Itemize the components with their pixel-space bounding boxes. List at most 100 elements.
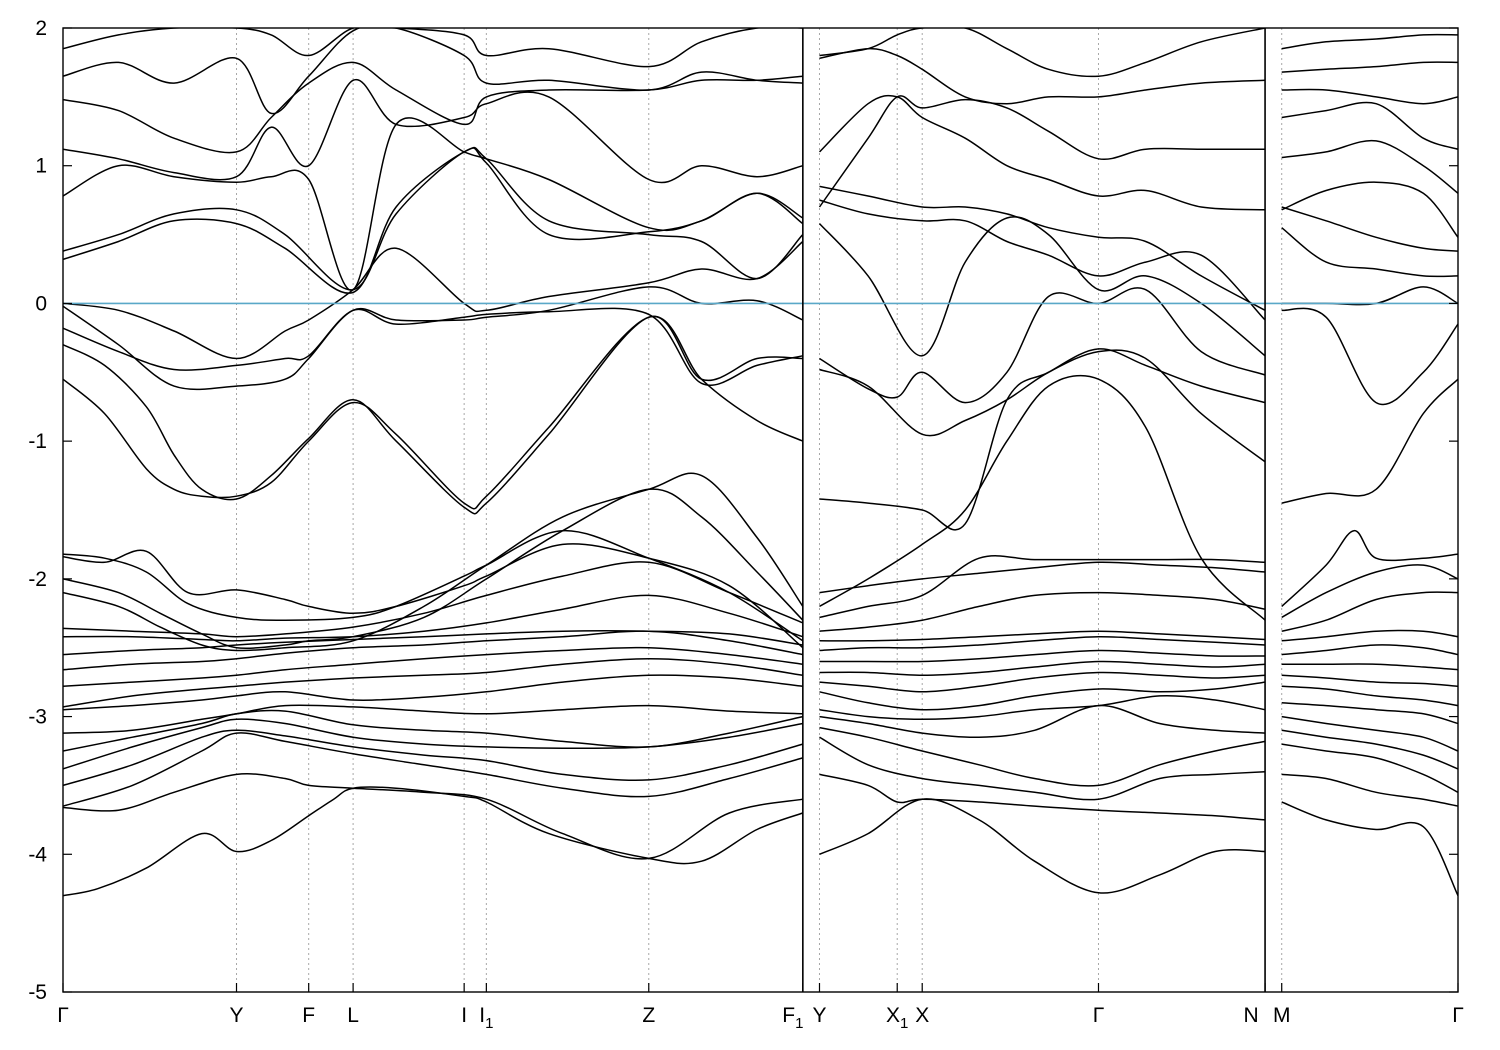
band-line-67: [1281, 591, 1458, 632]
band-line-63: [1281, 674, 1458, 688]
x-tick-label-13: M: [1273, 1004, 1291, 1027]
band-line-50: [819, 199, 1266, 321]
band-line-72: [1281, 286, 1458, 306]
x-tick-label-5: I1: [479, 1004, 493, 1032]
y-tick-label-6: -4: [28, 843, 47, 866]
symmetry-lines: [236, 28, 1283, 992]
band-line-31: [819, 773, 1266, 821]
band-line-34: [819, 704, 1266, 739]
band-line-44: [819, 555, 1266, 619]
x-tick-label-4: I: [461, 1004, 467, 1027]
band-line-61: [1281, 702, 1458, 725]
band-line-62: [1281, 685, 1458, 707]
x-tick-label-9: X1: [886, 1004, 908, 1032]
band-line-20: [63, 307, 803, 386]
band-line-76: [1281, 139, 1458, 194]
band-line-65: [1281, 644, 1458, 656]
band-line-28: [63, 28, 803, 115]
band-line-54: [819, 47, 1266, 105]
band-line-47: [819, 349, 1266, 463]
band-line-77: [1281, 101, 1458, 150]
band-line-4: [63, 718, 803, 770]
band-line-64: [1281, 663, 1458, 671]
band-line-11: [63, 630, 803, 656]
band-line-14: [63, 472, 804, 652]
x-tick-label-14: Γ: [1452, 1004, 1464, 1027]
band-line-75: [1281, 181, 1458, 238]
band-line-45: [819, 374, 1266, 621]
band-line-37: [819, 671, 1266, 693]
band-line-73: [1281, 227, 1458, 278]
band-line-40: [819, 635, 1266, 652]
band-line-68: [1281, 564, 1458, 619]
band-line-25: [63, 117, 804, 291]
x-tick-label-2: F: [302, 1004, 315, 1027]
band-line-6: [63, 704, 803, 734]
band-line-27: [63, 61, 803, 154]
band-line-32: [819, 736, 1266, 801]
path-breaks: [802, 28, 1266, 992]
band-line-2: [63, 732, 804, 807]
band-line-57: [1281, 773, 1458, 807]
band-line-9: [63, 646, 803, 688]
band-line-15: [63, 488, 804, 649]
band-line-55: [819, 28, 1266, 78]
band-line-23: [63, 146, 804, 294]
band-line-33: [819, 726, 1266, 787]
x-tick-label-3: L: [347, 1004, 359, 1027]
band-line-66: [1281, 629, 1458, 642]
band-line-26: [63, 78, 803, 184]
y-tick-label-5: -3: [28, 706, 47, 729]
x-tick-label-10: X: [915, 1004, 929, 1027]
band-line-5: [63, 709, 803, 752]
band-line-69: [1281, 529, 1458, 607]
band-line-22: [63, 240, 804, 360]
band-line-59: [1281, 729, 1458, 770]
band-line-48: [819, 287, 1266, 404]
band-line-18: [63, 315, 804, 510]
y-tick-label-7: -5: [28, 981, 47, 1004]
y-tick-label-4: -2: [28, 568, 47, 591]
band-line-43: [819, 561, 1266, 594]
band-line-52: [818, 94, 1266, 211]
band-line-8: [63, 657, 803, 708]
band-line-0: [63, 786, 804, 897]
y-axis-ticks: 2 1 0 -1 -2 -3 -4 -5: [28, 17, 1458, 1004]
band-line-1: [63, 773, 803, 860]
x-tick-label-1: Y: [229, 1004, 243, 1027]
band-line-35: [819, 694, 1266, 721]
x-tick-label-8: Y: [812, 1004, 826, 1027]
y-tick-label-2: 0: [35, 292, 47, 315]
y-tick-label-1: 1: [35, 155, 47, 178]
plot-frame: [62, 27, 1459, 993]
band-line-3: [63, 729, 804, 787]
band-line-19: [63, 315, 803, 515]
band-line-70: [1281, 378, 1458, 504]
band-line-60: [1281, 715, 1458, 752]
x-tick-label-6: Z: [642, 1004, 655, 1027]
band-line-53: [818, 95, 1266, 208]
band-line-17: [63, 529, 804, 642]
band-line-39: [819, 649, 1266, 663]
band-line-41: [819, 630, 1266, 642]
band-line-79: [1281, 61, 1458, 73]
band-line-36: [819, 681, 1266, 711]
band-line-7: [63, 674, 803, 711]
y-tick-label-0: 2: [35, 17, 47, 40]
band-line-78: [1281, 88, 1458, 105]
x-tick-label-12: N: [1243, 1004, 1258, 1027]
band-line-46: [819, 348, 1266, 531]
band-line-13: [63, 561, 804, 638]
x-axis-ticks: Γ Y F L I I1 Z F1 Y X1 X Γ N M Γ: [57, 983, 1464, 1032]
band-line-38: [819, 660, 1266, 677]
band-line-42: [819, 591, 1266, 632]
band-line-30: [819, 798, 1266, 894]
y-tick-label-3: -1: [28, 430, 47, 453]
band-line-51: [819, 185, 1266, 311]
band-line-12: [63, 594, 804, 642]
band-line-74: [1281, 206, 1458, 252]
band-line-56: [1281, 801, 1458, 896]
band-line-71: [1281, 307, 1458, 406]
